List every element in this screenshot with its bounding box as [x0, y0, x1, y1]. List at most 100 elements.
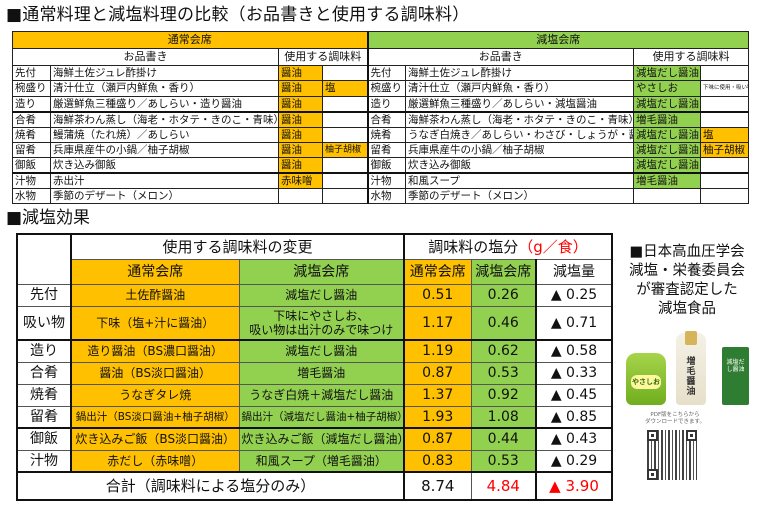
effect-row: 焼肴 うなぎタレ焼 うなぎ白焼＋減塩だし醤油 1.37 0.92 ▲ 0.45	[16, 383, 613, 407]
reduced-course: 水物	[366, 188, 406, 205]
product-dashi-soy-image: 減塩だし醤油	[722, 347, 749, 405]
normal-seasoning: 下味（塩+汁に醤油）	[70, 305, 240, 341]
normal-seasoning-2	[322, 172, 368, 190]
salt-reduced: 0.44	[470, 427, 537, 451]
salt-diff: ▲ 0.25	[535, 283, 613, 307]
reduced-seasoning-1: 減塩だし醤油	[633, 126, 701, 143]
reduced-seasoning-1: 減塩だし醤油	[633, 157, 701, 174]
normal-seasoning-2	[322, 110, 368, 128]
course-label: 汁物	[16, 449, 72, 473]
menu-row: 留肴 兵庫県産牛の小鍋／柚子胡椒 醤油 柚子胡椒 留肴 兵庫県産牛の小鍋／柚子胡…	[12, 141, 749, 159]
reduced-course: 先付	[366, 64, 406, 82]
salt-header-label: 調味料の塩分	[428, 237, 519, 256]
reduced-seasoning: 減塩だし醤油	[238, 339, 405, 363]
col-reduced: 減塩会席	[238, 258, 405, 285]
reduced-seasoning-2	[700, 95, 749, 113]
product-mashike-soy-image: 増毛醤油	[676, 331, 706, 405]
course-label: 先付	[16, 283, 72, 307]
corner-cell	[16, 233, 72, 285]
total-salt-diff: ▲ 3.90	[535, 471, 613, 501]
col-normal: 通常会席	[70, 258, 240, 285]
reduced-course: 御飯	[366, 157, 406, 174]
reduced-seasoning-1: 減塩だし醤油	[633, 64, 701, 82]
reduced-seasoning: 下味にやさしお、 吸い物は出汁のみで味つけ	[238, 305, 405, 341]
salt-reduced: 0.62	[470, 339, 537, 363]
normal-seasoning: 土佐酢醤油	[70, 283, 240, 307]
reduced-dish: 季節のデザート（メロン）	[405, 188, 634, 205]
normal-seasoning: 赤だし（赤味噌）	[70, 449, 240, 473]
effect-row: 御飯 炊き込みご飯（BS淡口醤油） 炊き込みご飯（減塩だし醤油） 0.87 0.…	[16, 427, 613, 451]
effect-row: 先付 土佐酢醤油 減塩だし醤油 0.51 0.26 ▲ 0.25	[16, 283, 613, 307]
qr-code-icon[interactable]	[647, 430, 697, 480]
bottle-cap	[685, 331, 697, 345]
normal-course: 汁物	[12, 172, 51, 190]
course-label: 焼肴	[16, 383, 72, 407]
menu-row: 合肴 海鮮茶わん蒸し（海老・ホタテ・きのこ・青味） 醤油 合肴 海鮮茶わん蒸し（…	[12, 110, 749, 128]
reduced-seasoning-1: やさしお	[633, 80, 701, 97]
normal-seasoning: 造り醤油（BS濃口醤油）	[70, 339, 240, 363]
normal-course: 造り	[12, 95, 51, 113]
reduced-course: 合肴	[366, 110, 406, 128]
menu-row: 汁物 赤出汁 赤味噌 汁物 和風スープ 増毛醤油	[12, 172, 749, 190]
reduced-course: 留肴	[366, 141, 406, 159]
salt-normal: 0.87	[403, 427, 472, 451]
normal-dish: 海鮮土佐ジュレ酢掛け	[50, 64, 279, 82]
course-label: 留肴	[16, 405, 72, 429]
salt-normal: 1.37	[403, 383, 472, 407]
col-salt-reduced: 減塩会席	[470, 258, 537, 285]
col-diff: 減塩量	[535, 258, 613, 285]
salt-diff: ▲ 0.29	[535, 449, 613, 473]
reduced-seasoning-2	[700, 64, 749, 82]
qr-finder	[686, 430, 697, 441]
reduced-course: 焼肴	[366, 126, 406, 143]
normal-seasoning-1: 醤油	[278, 126, 323, 143]
caption-line: 減塩・栄養委員会	[629, 263, 745, 279]
normal-dish: 炊き込み御飯	[50, 157, 279, 174]
qr-finder	[647, 469, 658, 480]
salt-content-header: 調味料の塩分（g／食）	[403, 233, 613, 260]
normal-seasoning-2	[322, 188, 368, 205]
col-salt-normal: 通常会席	[403, 258, 472, 285]
reduced-seasoning-header: 使用する調味料	[633, 48, 749, 66]
certification-caption: ■日本高血圧学会 減塩・栄養委員会 が審査認定した 減塩食品	[614, 243, 760, 319]
normal-seasoning-2	[322, 126, 368, 143]
reduced-seasoning-2	[700, 157, 749, 174]
product-label: 増毛醤油	[686, 357, 696, 397]
normal-seasoning-2: 塩	[322, 80, 368, 97]
caption-line: が審査認定した	[636, 282, 738, 298]
normal-course: 御飯	[12, 157, 51, 174]
caption-line: 減塩食品	[658, 301, 716, 317]
salt-normal: 1.17	[403, 305, 472, 341]
reduced-seasoning-2: 柚子胡椒	[700, 141, 749, 159]
effect-row: 吸い物 下味（塩+汁に醤油） 下味にやさしお、 吸い物は出汁のみで味つけ 1.17…	[16, 305, 613, 341]
menu-row: 椀盛り 清汁仕立（瀬戸内鮮魚・香り） 醤油 塩 椀盛り 清汁仕立（瀬戸内鮮魚・香…	[12, 80, 749, 97]
salt-unit: （g／食）	[518, 237, 588, 256]
normal-course: 水物	[12, 188, 51, 205]
product-label: やさしお	[631, 375, 661, 389]
normal-seasoning-1: 醤油	[278, 157, 323, 174]
seasoning-change-header: 使用する調味料の変更	[70, 233, 405, 260]
total-label: 合計（調味料による塩分のみ）	[16, 471, 405, 501]
salt-diff: ▲ 0.45	[535, 383, 613, 407]
total-salt-reduced: 4.84	[470, 471, 537, 501]
menu-row: 造り 厳選鮮魚三種盛り／あしらい・造り醤油 醤油 造り 厳選鮮魚三種盛り／あしら…	[12, 95, 749, 113]
reduced-dish: 海鮮土佐ジュレ酢掛け	[405, 64, 634, 82]
salt-reduction-table: 使用する調味料の変更 調味料の塩分（g／食） 通常会席 減塩会席 通常会席 減塩…	[16, 233, 614, 501]
normal-dish: 赤出汁	[50, 172, 279, 190]
normal-dish: 鰻蒲焼（たれ焼）／あしらい	[50, 126, 279, 143]
salt-normal: 0.87	[403, 361, 472, 385]
section-title-comparison: ■通常料理と減塩料理の比較（お品書きと使用する調味料）	[6, 5, 470, 25]
normal-course: 先付	[12, 64, 51, 82]
menu-row: 御飯 炊き込み御飯 醤油 御飯 炊き込み御飯 減塩だし醤油	[12, 157, 749, 174]
reduced-seasoning-2	[700, 110, 749, 128]
effect-row: 留肴 鍋出汁（BS淡口醤油+柚子胡椒） 鍋出汁（減塩だし醤油+柚子胡椒） 1.9…	[16, 405, 613, 429]
reduced-menu-header: お品書き	[366, 48, 634, 66]
normal-course: 焼肴	[12, 126, 51, 143]
salt-diff: ▲ 0.71	[535, 305, 613, 341]
reduced-seasoning: 鍋出汁（減塩だし醤油+柚子胡椒）	[238, 405, 405, 429]
normal-seasoning-1: 醤油	[278, 95, 323, 113]
normal-menu-header: お品書き	[12, 48, 279, 66]
salt-reduced: 0.53	[470, 449, 537, 473]
reduced-course: 汁物	[366, 172, 406, 190]
salt-normal: 1.19	[403, 339, 472, 363]
